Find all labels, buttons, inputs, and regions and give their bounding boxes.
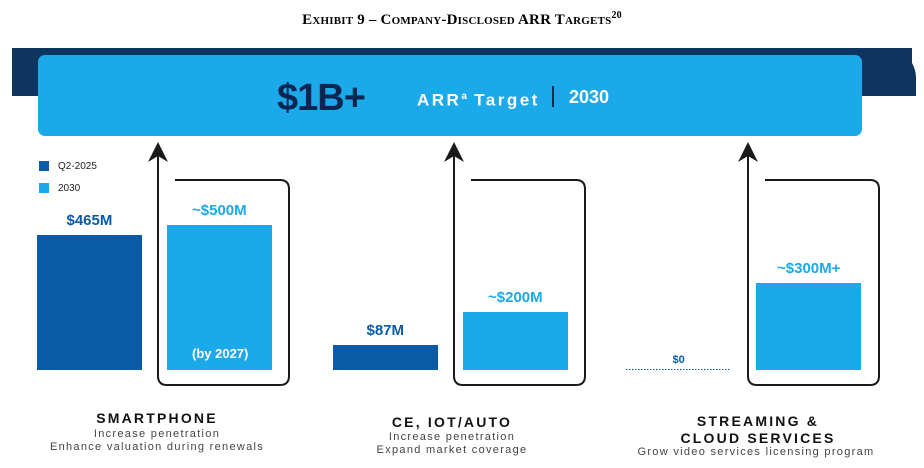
arrow-ce-iot-auto [444, 142, 586, 386]
segment-desc-streaming-1: Grow video services licensing program [637, 446, 875, 458]
segment-title-streaming-1: STREAMING & [696, 413, 820, 429]
exhibit-title: Exhibit 9 – Company-Disclosed ARR Target… [302, 10, 622, 28]
data-label-ce-iot-auto-q2-2025: $87M [366, 321, 405, 339]
bar-smartphone-2030 [167, 225, 272, 370]
legend-label-2030: 2030 [58, 183, 81, 194]
arrow-smartphone [148, 142, 290, 386]
legend-label-q2-2025: Q2-2025 [58, 161, 97, 172]
segment-desc-ce-iot-auto-2: Expand market coverage [376, 444, 528, 456]
segment-desc-smartphone-1: Increase penetration [93, 428, 221, 440]
data-label-streaming-q2-2025: $0 [672, 354, 685, 366]
bar-smartphone-q2-2025 [37, 235, 142, 370]
target-year: 2030 [569, 87, 610, 107]
annotation-by-2027: (by 2027) [192, 346, 249, 361]
target-banner [38, 55, 862, 136]
segment-title-streaming-2: CLOUD SERVICES [680, 430, 836, 446]
segment-title-smartphone: SMARTPHONE [96, 410, 218, 426]
data-label-smartphone-2030: ~$500M [192, 202, 247, 219]
target-label: ARRa Target [417, 90, 540, 110]
segment-title-ce-iot-auto: CE, IOT/AUTO [391, 414, 513, 430]
bar-ce-iot-auto-q2-2025 [333, 344, 438, 370]
data-label-smartphone-q2-2025: $465M [66, 212, 113, 230]
bar-streaming-2030 [756, 283, 861, 370]
segment-desc-smartphone-2: Enhance valuation during renewals [49, 441, 265, 453]
header-band-curve [856, 48, 916, 96]
target-separator [552, 86, 554, 107]
segment-desc-ce-iot-auto-1: Increase penetration [388, 431, 516, 443]
legend-swatch-q2-2025 [39, 161, 49, 171]
arrow-streaming [738, 142, 880, 386]
exhibit-footnote: 20 [611, 10, 622, 21]
bar-ce-iot-auto-2030 [463, 312, 568, 370]
target-value: $1B+ [277, 77, 366, 119]
data-label-ce-iot-auto-2030: ~$200M [488, 289, 543, 306]
legend-swatch-2030 [39, 183, 49, 193]
data-label-streaming-2030: ~$300M+ [777, 260, 841, 277]
